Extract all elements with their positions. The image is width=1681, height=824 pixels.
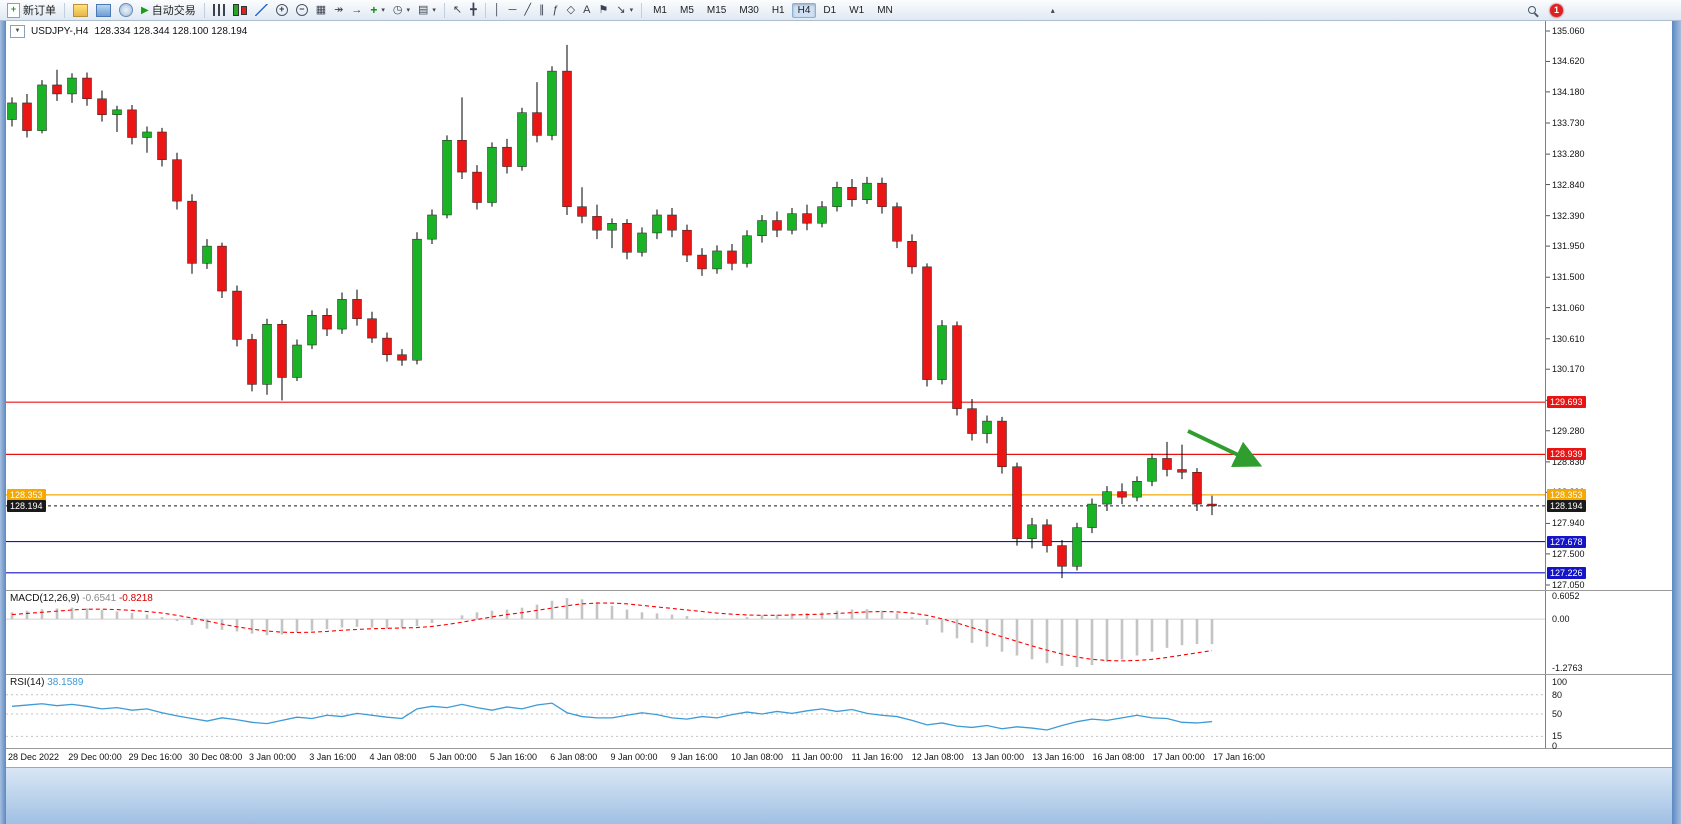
toolbar-separator: [64, 2, 65, 18]
chevron-down-icon: ▾: [629, 7, 634, 14]
tile-windows-icon: ▦: [315, 3, 327, 16]
status-bar-area: [0, 767, 1681, 824]
template-icon: ▤: [417, 3, 429, 16]
channel-button[interactable]: ∥: [536, 2, 548, 19]
candlestick-chart-button[interactable]: [230, 2, 250, 19]
macd-label: MACD(12,26,9): [10, 593, 80, 604]
navigator-button[interactable]: [116, 2, 136, 19]
tf-button-H1[interactable]: H1: [771, 4, 785, 16]
auto-scroll-icon: →: [351, 3, 363, 16]
zoom-out-button[interactable]: −: [293, 2, 311, 19]
tile-windows-button[interactable]: ▦: [313, 2, 329, 19]
crosshair-button[interactable]: ╋: [467, 2, 480, 19]
auto-trading-label: 自动交易: [151, 5, 196, 17]
cursor-button[interactable]: ↖: [450, 2, 465, 19]
new-order-label: 新订单: [23, 5, 56, 17]
tf-button-MN[interactable]: MN: [877, 4, 893, 16]
text-button[interactable]: A: [580, 2, 593, 19]
trendline-icon: ╱: [524, 3, 532, 16]
objects-button[interactable]: ◇: [564, 2, 578, 19]
toolbar-separator: [484, 2, 486, 18]
auto-scroll-button[interactable]: →: [348, 2, 365, 19]
toolbar-separator: [443, 2, 445, 18]
tf-button-H4[interactable]: H4: [791, 2, 817, 18]
vertical-line-icon: │: [493, 3, 501, 16]
play-icon: ▶: [141, 4, 149, 16]
window-frame-left: [0, 0, 6, 824]
tf-button-M5[interactable]: M5: [680, 4, 694, 16]
rsi-label: RSI(14): [10, 677, 45, 688]
channel-icon: ∥: [539, 3, 545, 16]
rsi-header: RSI(14) 38.1589: [10, 677, 83, 688]
vertical-line-button[interactable]: │: [491, 2, 504, 19]
chevron-down-icon: ▾: [432, 7, 436, 14]
new-chart-icon: +: [370, 3, 378, 17]
bar-chart-icon: [212, 4, 225, 16]
macd-signal-value: -0.8218: [118, 593, 153, 604]
horizontal-line-button[interactable]: ─: [506, 2, 520, 19]
cursor-icon: ↖: [452, 3, 463, 16]
chevron-down-icon: ▾: [406, 7, 410, 14]
trendline-button[interactable]: ╱: [521, 2, 534, 19]
toolbar: + 新订单 ▶ 自动交易 + − ▦ ↠ → + ▾ ◷ ▾ ▤ ▾ ↖ ╋ │ ─ …: [0, 0, 1681, 21]
arrows-dropdown[interactable]: ↘ ▾: [613, 2, 636, 19]
toolbar-separator: [641, 2, 643, 18]
horizontal-line-icon: ─: [508, 3, 517, 16]
chart-shift-icon: ↠: [334, 3, 344, 16]
timeframe-bar: M1 M5 M15 M30 H1 H4 D1 W1 MN: [647, 2, 899, 18]
text-icon: A: [583, 3, 591, 16]
auto-trading-button[interactable]: ▶ 自动交易: [138, 2, 199, 19]
market-watch-icon: [73, 3, 88, 17]
objects-icon: ◇: [566, 3, 576, 16]
macd-header: MACD(12,26,9) -0.6541 -0.8218: [10, 593, 153, 604]
window-frame-right: [1672, 0, 1681, 824]
tf-button-W1[interactable]: W1: [849, 4, 865, 16]
candlestick-chart-icon: [232, 4, 247, 17]
toolbar-overflow-icon[interactable]: ▴: [1050, 5, 1055, 15]
zoom-in-icon: +: [275, 4, 288, 16]
data-window-button[interactable]: [93, 2, 114, 19]
navigator-icon: [119, 3, 133, 17]
chart-shift-button[interactable]: ↠: [331, 2, 346, 19]
tf-button-M30[interactable]: M30: [739, 4, 759, 16]
price-axis-border: [1545, 21, 1546, 748]
new-order-button[interactable]: + 新订单: [4, 2, 59, 19]
crosshair-icon: ╋: [470, 3, 477, 16]
data-window-icon: [96, 3, 111, 17]
bar-chart-button[interactable]: [210, 2, 228, 19]
line-chart-icon: [254, 4, 268, 16]
macd-main-value: -0.6541: [82, 593, 117, 604]
label-icon: ⚑: [598, 3, 609, 16]
arrows-icon: ↘: [616, 3, 626, 16]
time-axis-border: [0, 748, 1672, 749]
rsi-value: 38.1589: [47, 677, 84, 688]
templates-dropdown[interactable]: ▤ ▾: [415, 2, 439, 19]
clock-icon: ◷: [392, 3, 403, 16]
fibonacci-icon: ƒ: [552, 3, 559, 16]
fibonacci-button[interactable]: ƒ: [550, 2, 562, 19]
macd-panel-splitter[interactable]: [0, 590, 1672, 591]
tf-button-M15[interactable]: M15: [706, 4, 727, 16]
rsi-panel-splitter[interactable]: [0, 674, 1672, 675]
zoom-out-icon: −: [295, 4, 308, 16]
notification-badge[interactable]: 1: [1550, 3, 1563, 17]
label-button[interactable]: ⚑: [595, 2, 611, 19]
line-chart-button[interactable]: [252, 2, 271, 19]
tf-button-M1[interactable]: M1: [653, 4, 667, 16]
chart-header: ▼ USDJPY-,H4 128.334 128.344 128.100 128…: [10, 25, 247, 38]
new-chart-dropdown[interactable]: + ▾: [367, 2, 388, 19]
one-click-trading-toggle[interactable]: ▼: [10, 25, 25, 38]
search-icon[interactable]: [1528, 6, 1536, 14]
market-watch-button[interactable]: [70, 2, 91, 19]
tf-button-D1[interactable]: D1: [823, 4, 837, 16]
new-order-icon: +: [7, 2, 20, 18]
chevron-down-icon: ▾: [381, 7, 385, 14]
periods-dropdown[interactable]: ◷ ▾: [390, 2, 413, 19]
toolbar-separator: [203, 2, 205, 18]
ohlc-values: 128.334 128.344 128.100 128.194: [94, 26, 248, 37]
symbol-period-label: USDJPY-,H4: [31, 26, 89, 37]
zoom-in-button[interactable]: +: [273, 2, 291, 19]
